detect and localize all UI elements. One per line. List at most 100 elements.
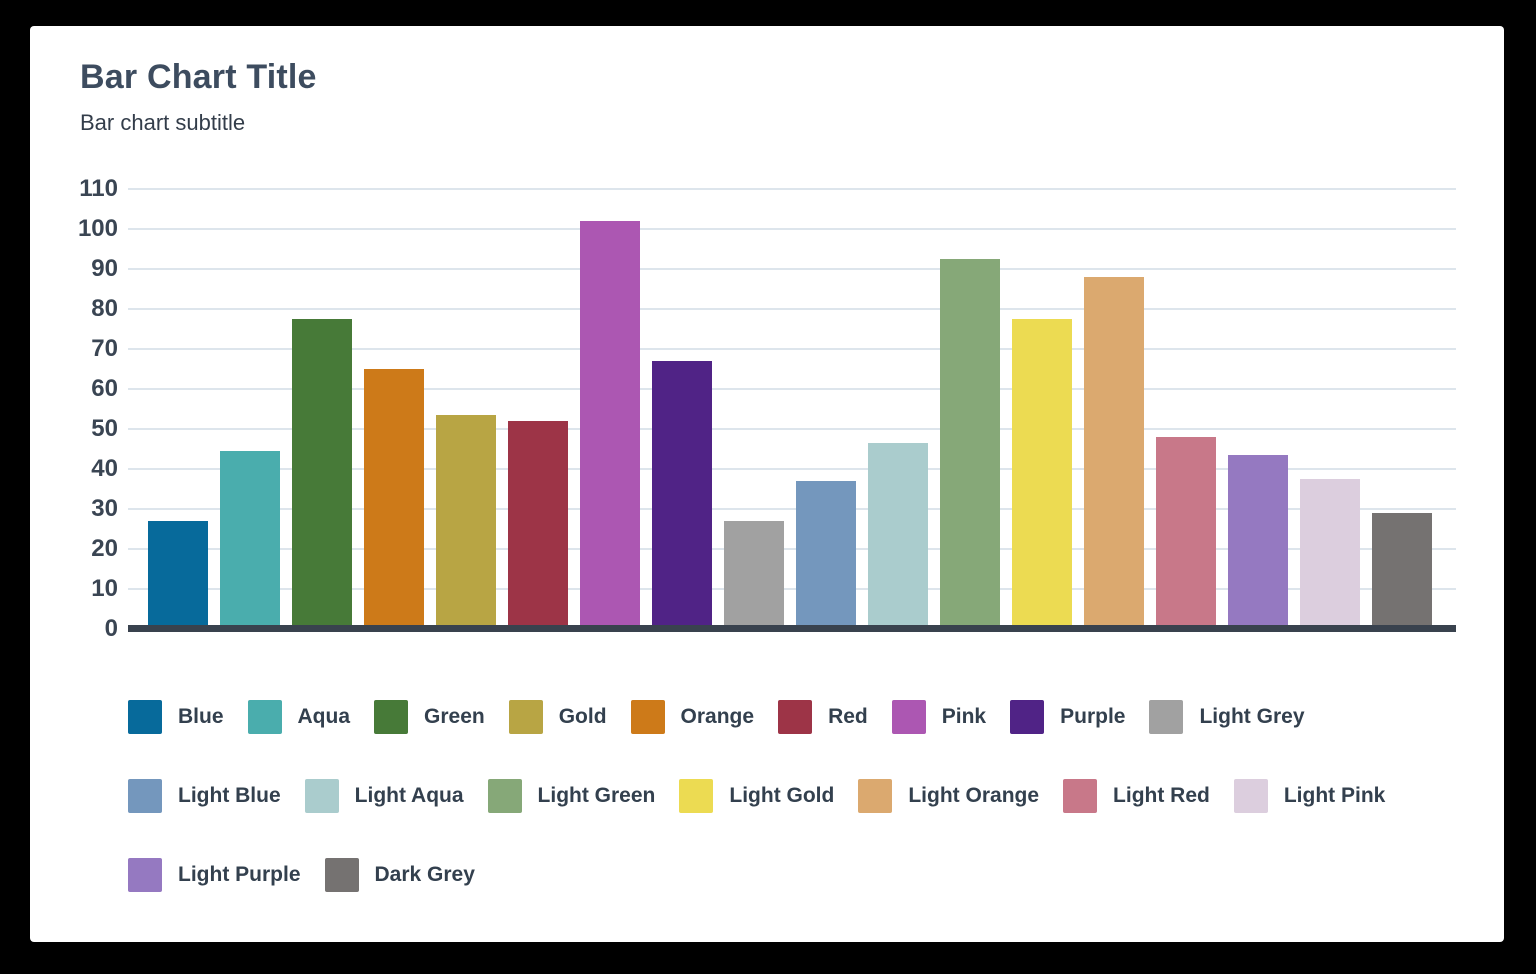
bar-red	[508, 421, 568, 629]
bar-blue	[148, 521, 208, 629]
gridline-40	[128, 468, 1456, 470]
legend-swatch-light-blue	[128, 779, 162, 813]
legend: Blue Aqua Green Gold Orange Red Pink Purple Ligh…	[128, 700, 1385, 892]
legend-label-light-orange: Light Orange	[908, 784, 1040, 807]
legend-item-light-orange: Light Orange	[858, 779, 1039, 813]
gridline-90	[128, 268, 1456, 270]
legend-row-3: Light Purple Dark Grey	[128, 858, 1385, 892]
legend-label-light-purple: Light Purple	[178, 863, 301, 886]
legend-item-blue: Blue	[128, 700, 224, 734]
y-tick-label-60: 60	[91, 375, 118, 402]
legend-item-light-pink: Light Pink	[1233, 779, 1386, 813]
gridline-60	[128, 388, 1456, 390]
bar-light-gold	[1012, 319, 1072, 629]
gridline-10	[128, 588, 1456, 590]
legend-item-light-gold: Light Gold	[679, 779, 834, 813]
y-tick-label-0: 0	[104, 615, 118, 642]
legend-swatch-light-aqua	[304, 779, 339, 813]
legend-swatch-light-green	[487, 779, 522, 813]
legend-row-2: Light Blue Light Aqua Light Green Light Gol…	[128, 779, 1385, 813]
gridline-110	[128, 188, 1456, 190]
y-tick-label-40: 40	[91, 455, 118, 482]
legend-item-light-aqua: Light Aqua	[304, 779, 464, 813]
bar-purple	[652, 361, 712, 629]
legend-item-green: Green	[374, 700, 485, 734]
legend-label-light-pink: Light Pink	[1283, 784, 1386, 807]
legend-label-light-green: Light Green	[537, 784, 656, 807]
legend-item-orange: Orange	[630, 700, 755, 734]
bar-green	[292, 319, 352, 629]
bar-orange	[364, 369, 424, 629]
legend-label-light-gold: Light Gold	[729, 784, 835, 807]
bar-light-green	[940, 259, 1000, 629]
legend-item-pink: Pink	[891, 700, 987, 734]
legend-item-light-purple: Light Purple	[128, 858, 301, 892]
legend-label-dark-grey: Dark Grey	[374, 863, 475, 886]
legend-item-aqua: Aqua	[247, 700, 351, 734]
legend-label-blue: Blue	[178, 705, 224, 728]
y-tick-label-20: 20	[91, 535, 118, 562]
gridline-30	[128, 508, 1456, 510]
bar-light-blue	[796, 481, 856, 629]
legend-label-aqua: Aqua	[297, 705, 351, 728]
legend-label-red: Red	[828, 705, 868, 728]
bar-gold	[436, 415, 496, 629]
bar-aqua	[220, 451, 280, 629]
legend-label-purple: Purple	[1060, 705, 1126, 728]
y-tick-label-90: 90	[91, 255, 118, 282]
legend-item-dark-grey: Dark Grey	[324, 858, 475, 892]
bar-dark-grey	[1372, 513, 1432, 629]
legend-swatch-light-orange	[858, 779, 893, 813]
legend-item-purple: Purple	[1010, 700, 1125, 734]
gridline-20	[128, 548, 1456, 550]
legend-label-light-blue: Light Blue	[178, 784, 281, 807]
legend-label-light-red: Light Red	[1113, 784, 1210, 807]
y-tick-label-80: 80	[91, 295, 118, 322]
legend-swatch-light-pink	[1233, 779, 1268, 813]
y-tick-label-50: 50	[91, 415, 118, 442]
bar-pink	[580, 221, 640, 629]
legend-item-light-green: Light Green	[487, 779, 656, 813]
chart-title: Bar Chart Title	[80, 58, 317, 96]
legend-label-orange: Orange	[680, 705, 755, 728]
legend-row-1: Blue Aqua Green Gold Orange Red Pink Purple Ligh…	[128, 700, 1385, 734]
plot-area	[128, 188, 1456, 632]
legend-swatch-aqua	[247, 700, 282, 734]
legend-item-red: Red	[778, 700, 868, 734]
gridline-100	[128, 228, 1456, 230]
legend-swatch-orange	[630, 700, 665, 734]
legend-swatch-light-red	[1063, 779, 1098, 813]
y-tick-label-70: 70	[91, 335, 118, 362]
y-tick-label-110: 110	[79, 175, 118, 202]
legend-item-gold: Gold	[508, 700, 607, 734]
legend-item-light-red: Light Red	[1063, 779, 1210, 813]
gridline-70	[128, 348, 1456, 350]
y-tick-label-30: 30	[91, 495, 118, 522]
legend-label-gold: Gold	[558, 705, 607, 728]
bar-light-purple	[1228, 455, 1288, 629]
legend-label-green: Green	[424, 705, 485, 728]
legend-swatch-green	[374, 700, 409, 734]
legend-swatch-blue	[128, 700, 162, 734]
chart-subtitle: Bar chart subtitle	[80, 110, 246, 135]
gridline-80	[128, 308, 1456, 310]
bar-light-aqua	[868, 443, 928, 629]
legend-swatch-gold	[508, 700, 543, 734]
y-tick-label-100: 100	[77, 215, 118, 242]
legend-label-light-grey: Light Grey	[1199, 705, 1305, 728]
legend-swatch-purple	[1010, 700, 1045, 734]
legend-swatch-light-purple	[128, 858, 162, 892]
bar-light-grey	[724, 521, 784, 629]
legend-label-pink: Pink	[941, 705, 987, 728]
legend-swatch-pink	[891, 700, 926, 734]
legend-swatch-light-gold	[679, 779, 714, 813]
legend-item-light-blue: Light Blue	[128, 779, 281, 813]
y-tick-label-10: 10	[91, 575, 118, 602]
bar-light-pink	[1300, 479, 1360, 629]
chart-card: Bar Chart Title Bar chart subtitle 0 10 20…	[30, 26, 1504, 942]
legend-item-light-grey: Light Grey	[1149, 700, 1305, 734]
gridline-50	[128, 428, 1456, 430]
bar-light-orange	[1084, 277, 1144, 629]
x-axis-line	[128, 625, 1456, 632]
legend-swatch-red	[778, 700, 813, 734]
